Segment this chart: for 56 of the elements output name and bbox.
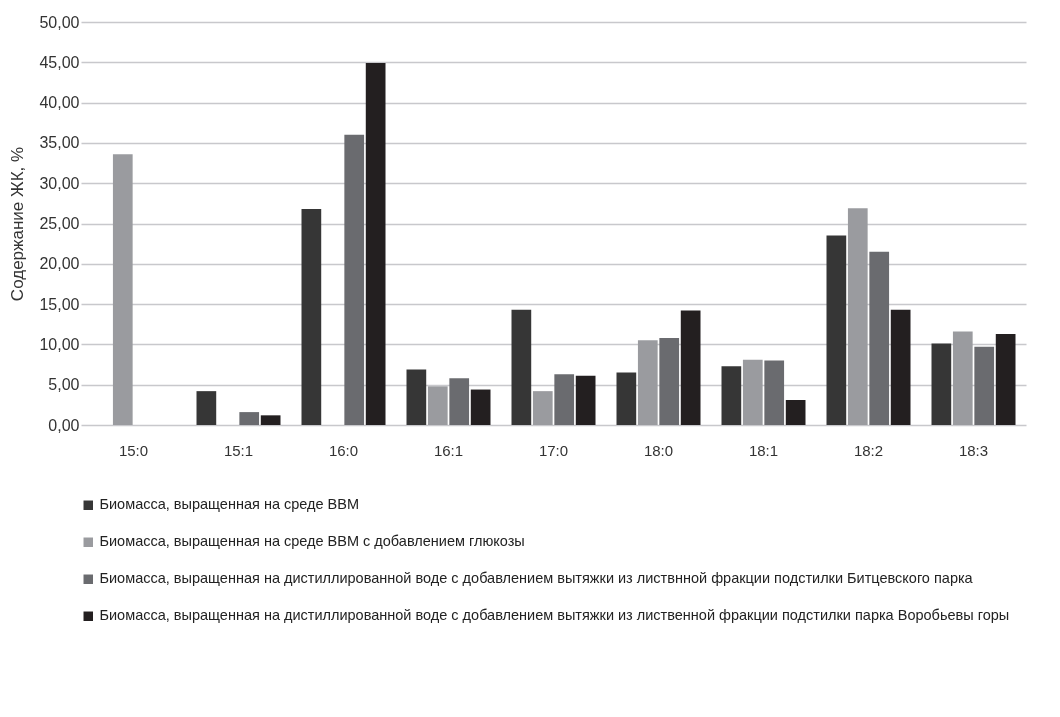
bar xyxy=(575,375,596,425)
x-tick-label: 15:0 xyxy=(118,441,149,459)
y-axis-title: Содержание ЖК, % xyxy=(8,146,28,302)
bar xyxy=(616,372,637,425)
bar xyxy=(365,63,386,425)
x-tick-label: 16:1 xyxy=(433,441,464,459)
y-tick-label: 45,00 xyxy=(39,53,80,71)
bar xyxy=(406,369,427,425)
y-tick-label: 0,00 xyxy=(48,416,80,434)
legend-label: Биомасса, выращенная на среде BBM xyxy=(99,496,360,513)
bar xyxy=(869,251,890,425)
y-tick-label: 15,00 xyxy=(39,295,80,313)
bar xyxy=(659,337,680,425)
bar xyxy=(260,415,281,425)
bar xyxy=(511,309,532,425)
bar xyxy=(890,309,911,425)
x-tick-label: 18:1 xyxy=(748,441,779,459)
bar xyxy=(995,333,1016,425)
x-tick-label: 17:0 xyxy=(538,441,569,459)
y-tick-label: 25,00 xyxy=(39,215,80,232)
x-tick-label: 18:0 xyxy=(643,441,674,459)
y-tick-label: 50,00 xyxy=(39,13,80,31)
bar xyxy=(239,412,260,425)
legend-label: Биомасса, выращенная на дистиллированной воде с добавлением вытяжки из лиственной фракции подстилки парка Воробьевы горы xyxy=(99,607,1010,624)
bar xyxy=(931,343,952,425)
y-tick-label: 5,00 xyxy=(48,376,80,394)
bar xyxy=(196,391,217,425)
y-tick-label: 10,00 xyxy=(39,335,80,353)
x-tick-label: 15:1 xyxy=(223,441,254,459)
x-tick-label: 16:0 xyxy=(328,441,359,459)
bar xyxy=(721,366,742,425)
y-tick-label: 20,00 xyxy=(39,255,80,273)
bar xyxy=(680,310,701,425)
legend-label: Биомасса, выращенная на среде BBM с добавлением глюкозы xyxy=(99,533,525,550)
bar xyxy=(112,154,133,425)
bar xyxy=(742,359,763,425)
bar xyxy=(532,391,553,425)
bar xyxy=(637,340,658,425)
bar xyxy=(764,360,785,425)
x-tick-label: 18:3 xyxy=(958,441,989,459)
bar xyxy=(427,386,448,425)
bar xyxy=(449,378,470,425)
y-tick-label: 40,00 xyxy=(39,94,80,112)
bar xyxy=(344,134,365,425)
bar xyxy=(301,208,322,425)
bar xyxy=(826,235,847,425)
bar xyxy=(785,400,806,425)
x-tick-label: 18:2 xyxy=(853,441,884,459)
y-tick-label: 30,00 xyxy=(39,174,80,192)
legend-label: Биомасса, выращенная на дистиллированной воде с добавлением вытяжки из листвнной фракции подстилки Битцевского парка xyxy=(99,570,974,587)
bar xyxy=(470,389,491,425)
y-tick-label: 35,00 xyxy=(39,134,80,152)
bar xyxy=(974,346,995,425)
bar xyxy=(952,331,973,425)
bar xyxy=(847,208,868,425)
bar xyxy=(554,374,575,425)
